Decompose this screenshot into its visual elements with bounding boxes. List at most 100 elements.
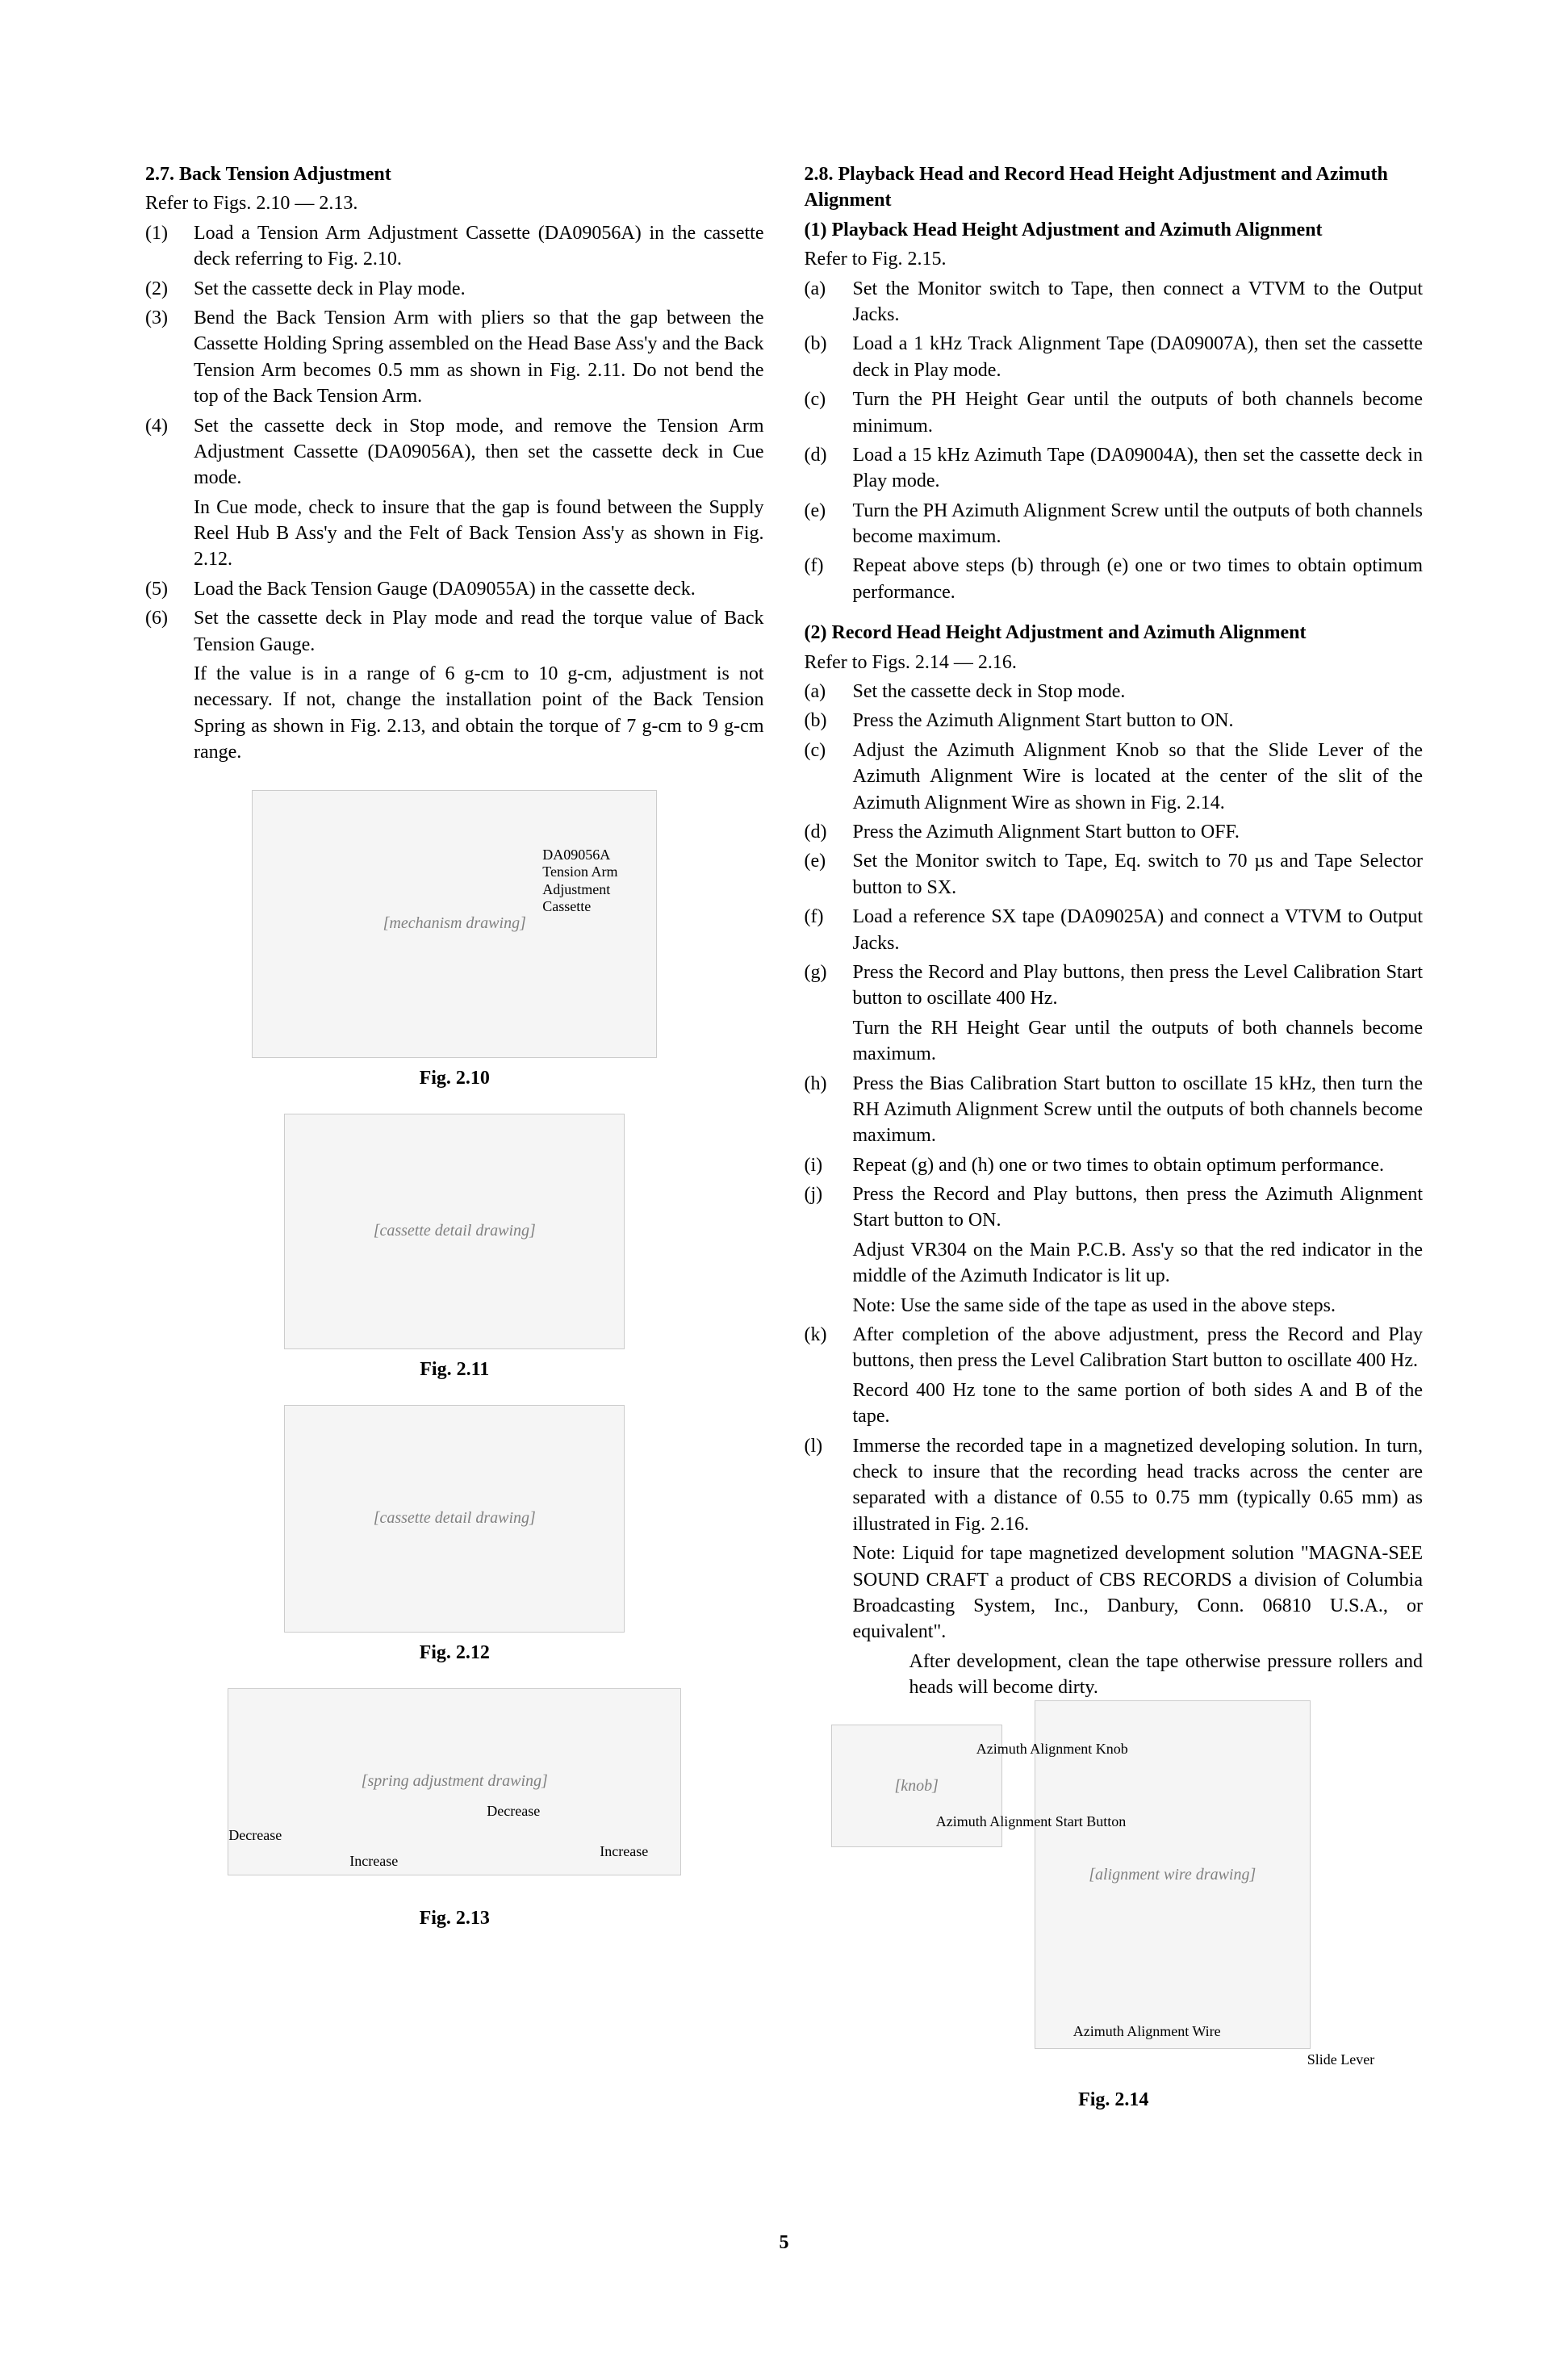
item-text: Press the Record and Play buttons, then …	[853, 1181, 1424, 1234]
figure-2-10-caption: Fig. 2.10	[145, 1068, 764, 1089]
list-item: (e)Turn the PH Azimuth Alignment Screw u…	[805, 498, 1424, 550]
item-number: (c)	[805, 387, 853, 439]
item-number: (f)	[805, 553, 853, 605]
figure-2-11-caption: Fig. 2.11	[145, 1359, 764, 1381]
item-number: (d)	[805, 442, 853, 495]
section-2-8-title: 2.8. Playback Head and Record Head Heigh…	[805, 161, 1424, 214]
figure-2-11: [cassette detail drawing]	[145, 1114, 764, 1349]
list-item: (3) Bend the Back Tension Arm with plier…	[145, 305, 764, 410]
figure-2-12-image: [cassette detail drawing]	[284, 1405, 625, 1633]
figure-2-10: [mechanism drawing] DA09056A Tension Arm…	[145, 790, 764, 1058]
item-text: Set the cassette deck in Play mode and r…	[194, 605, 764, 658]
item-4-continuation: In Cue mode, check to insure that the ga…	[194, 495, 764, 573]
list-item: (j)Press the Record and Play buttons, th…	[805, 1181, 1424, 1234]
item-number: (4)	[145, 413, 194, 491]
slide-lever-label: Slide Lever	[1307, 2051, 1374, 2068]
item-text: Turn the PH Azimuth Alignment Screw unti…	[853, 498, 1424, 550]
decrease-label: Decrease	[228, 1827, 282, 1844]
list-item: (a)Set the Monitor switch to Tape, then …	[805, 276, 1424, 328]
callout-part-number: DA09056A	[542, 847, 657, 864]
item-number: (a)	[805, 679, 853, 705]
callout-line-1: Tension Arm	[542, 863, 657, 881]
subsection-2-title: (2) Record Head Height Adjustment and Az…	[805, 620, 1424, 646]
item-number: (l)	[805, 1433, 853, 1538]
item-text: Press the Azimuth Alignment Start button…	[853, 819, 1424, 845]
item-6-continuation: If the value is in a range of 6 g-cm to …	[194, 661, 764, 766]
azimuth-start-button-label: Azimuth Alignment Start Button	[936, 1813, 1127, 1830]
azimuth-knob-label: Azimuth Alignment Knob	[976, 1741, 1128, 1758]
item-text: Set the cassette deck in Play mode.	[194, 276, 764, 302]
item-text: Press the Record and Play buttons, then …	[853, 960, 1424, 1012]
item-number: (h)	[805, 1071, 853, 1149]
item-text: Immerse the recorded tape in a magnetize…	[853, 1433, 1424, 1538]
subsection-2-refer: Refer to Figs. 2.14 — 2.16.	[805, 650, 1424, 675]
item-text: Load a 1 kHz Track Alignment Tape (DA090…	[853, 331, 1424, 383]
item-text: Set the Monitor switch to Tape, Eq. swit…	[853, 848, 1424, 901]
figure-2-10-image: [mechanism drawing]	[252, 790, 657, 1058]
item-text: Turn the PH Height Gear until the output…	[853, 387, 1424, 439]
item-text: Load the Back Tension Gauge (DA09055A) i…	[194, 576, 764, 602]
item-number: (6)	[145, 605, 194, 658]
item-l-note-1: Note: Liquid for tape magnetized develop…	[853, 1541, 1424, 1645]
section-2-7-title: 2.7. Back Tension Adjustment	[145, 161, 764, 187]
item-number: (b)	[805, 331, 853, 383]
item-text: Set the cassette deck in Stop mode, and …	[194, 413, 764, 491]
figure-2-11-image: [cassette detail drawing]	[284, 1114, 625, 1349]
item-number: (e)	[805, 498, 853, 550]
list-item: (h)Press the Bias Calibration Start butt…	[805, 1071, 1424, 1149]
list-item: (d)Load a 15 kHz Azimuth Tape (DA09004A)…	[805, 442, 1424, 495]
item-number: (f)	[805, 904, 853, 956]
item-j-continuation-1: Adjust VR304 on the Main P.C.B. Ass'y so…	[853, 1237, 1424, 1290]
list-item: (a)Set the cassette deck in Stop mode.	[805, 679, 1424, 705]
page-number: 5	[145, 2232, 1423, 2254]
item-number: (1)	[145, 220, 194, 273]
item-text: Load a reference SX tape (DA09025A) and …	[853, 904, 1424, 956]
list-item: (f)Repeat above steps (b) through (e) on…	[805, 553, 1424, 605]
item-text: Press the Azimuth Alignment Start button…	[853, 708, 1424, 734]
decrease-label: Decrease	[487, 1803, 540, 1820]
list-item: (c)Adjust the Azimuth Alignment Knob so …	[805, 738, 1424, 816]
figure-2-13: [spring adjustment drawing] Decrease Inc…	[145, 1688, 764, 1875]
left-column: 2.7. Back Tension Adjustment Refer to Fi…	[145, 161, 764, 2135]
list-item: (6) Set the cassette deck in Play mode a…	[145, 605, 764, 658]
list-item: (e)Set the Monitor switch to Tape, Eq. s…	[805, 848, 1424, 901]
item-number: (a)	[805, 276, 853, 328]
item-number: (i)	[805, 1152, 853, 1178]
figure-2-12: [cassette detail drawing]	[145, 1405, 764, 1633]
list-item: (2) Set the cassette deck in Play mode.	[145, 276, 764, 302]
item-l-note-2: After development, clean the tape otherw…	[909, 1649, 1424, 1701]
item-number: (k)	[805, 1322, 853, 1374]
figure-2-10-wrap: [mechanism drawing] DA09056A Tension Arm…	[252, 790, 657, 1058]
item-number: (2)	[145, 276, 194, 302]
item-k-continuation: Record 400 Hz tone to the same portion o…	[853, 1378, 1424, 1430]
list-item: (4) Set the cassette deck in Stop mode, …	[145, 413, 764, 491]
item-number: (c)	[805, 738, 853, 816]
page: 2.7. Back Tension Adjustment Refer to Fi…	[0, 0, 1568, 2354]
item-text: Set the cassette deck in Stop mode.	[853, 679, 1424, 705]
item-text: Repeat above steps (b) through (e) one o…	[853, 553, 1424, 605]
item-text: Set the Monitor switch to Tape, then con…	[853, 276, 1424, 328]
figure-2-10-callout: DA09056A Tension Arm Adjustment Cassette	[542, 847, 657, 916]
increase-label: Increase	[600, 1843, 648, 1860]
list-item: (g)Press the Record and Play buttons, th…	[805, 960, 1424, 1012]
item-text: Press the Bias Calibration Start button …	[853, 1071, 1424, 1149]
item-j-continuation-2: Note: Use the same side of the tape as u…	[853, 1293, 1424, 1319]
item-number: (d)	[805, 819, 853, 845]
figure-2-13-caption: Fig. 2.13	[145, 1908, 764, 1930]
item-number: (3)	[145, 305, 194, 410]
callout-line-2: Adjustment Cassette	[542, 881, 657, 916]
item-g-continuation: Turn the RH Height Gear until the output…	[853, 1015, 1424, 1068]
figure-2-14: [knob] [alignment wire drawing] Azimuth …	[831, 1725, 1396, 2049]
item-number: (5)	[145, 576, 194, 602]
item-number: (j)	[805, 1181, 853, 1234]
two-column-layout: 2.7. Back Tension Adjustment Refer to Fi…	[145, 161, 1423, 2135]
item-text: Load a Tension Arm Adjustment Cassette (…	[194, 220, 764, 273]
list-item: (i)Repeat (g) and (h) one or two times t…	[805, 1152, 1424, 1178]
list-item: (k)After completion of the above adjustm…	[805, 1322, 1424, 1374]
subsection-1-refer: Refer to Fig. 2.15.	[805, 246, 1424, 272]
item-text: After completion of the above adjustment…	[853, 1322, 1424, 1374]
item-number: (b)	[805, 708, 853, 734]
section-2-7-refer: Refer to Figs. 2.10 — 2.13.	[145, 190, 764, 216]
azimuth-wire-label: Azimuth Alignment Wire	[1073, 2023, 1221, 2040]
item-text: Repeat (g) and (h) one or two times to o…	[853, 1152, 1424, 1178]
